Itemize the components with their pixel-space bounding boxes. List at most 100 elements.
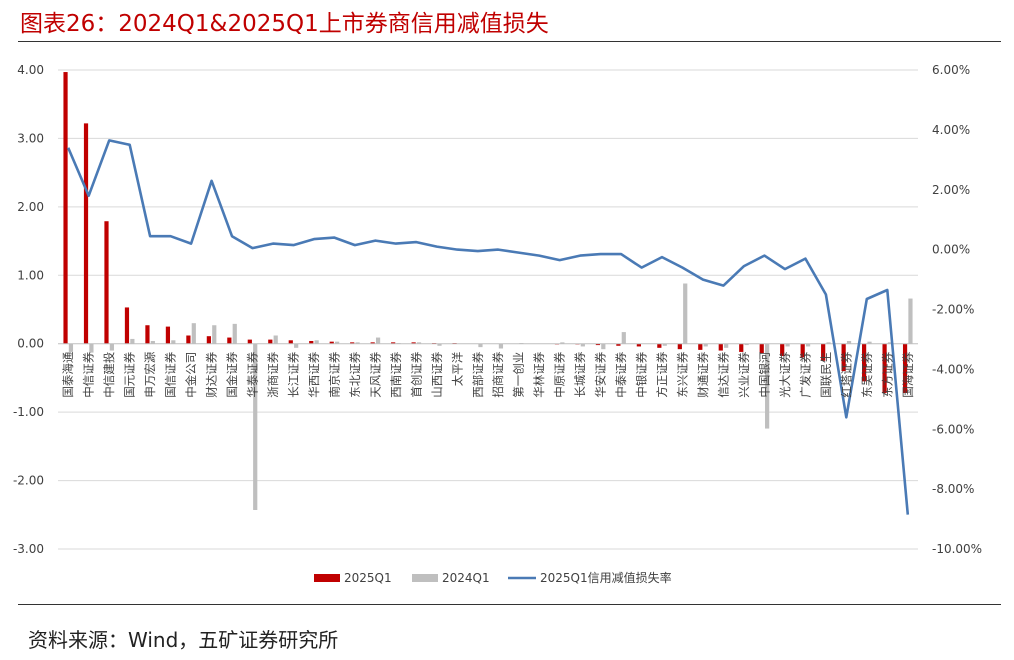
bar-2024q1 (212, 325, 217, 344)
left-tick-label: 1.00 (17, 268, 44, 282)
bar-2025q1 (677, 343, 682, 350)
gridlines (58, 69, 918, 550)
right-tick-label: -8.00% (932, 482, 974, 496)
bar-2024q1 (662, 343, 667, 346)
bar-2025q1 (636, 343, 641, 347)
bar-2025q1 (247, 339, 252, 344)
category-label: 中国银河 (757, 351, 771, 397)
bar-2024q1 (355, 342, 360, 344)
category-label: 西南证券 (389, 351, 403, 397)
category-label: 华西证券 (307, 351, 321, 397)
right-tick-label: 4.00% (932, 123, 970, 137)
category-label: 太平洋 (450, 351, 464, 386)
category-label: 长江证券 (287, 351, 301, 397)
category-label: 国海证券 (901, 351, 915, 397)
legend-swatch-2024q1 (412, 574, 438, 582)
legend-label-2025q1: 2025Q1 (344, 571, 392, 585)
category-label: 西部证券 (471, 351, 485, 397)
left-tick-label: 4.00 (17, 63, 44, 77)
bar-2025q1 (145, 325, 150, 344)
category-label: 东北证券 (348, 351, 362, 397)
bar-2024q1 (908, 298, 913, 344)
loss-rate-series-line (67, 139, 910, 515)
right-tick-label: -10.00% (932, 542, 982, 556)
category-label: 广发证券 (798, 351, 812, 397)
bar-2025q1 (124, 307, 130, 344)
bar-2024q1 (171, 340, 176, 344)
bar-2024q1 (130, 338, 135, 344)
bar-2025q1 (104, 221, 109, 344)
bar-2024q1 (683, 283, 688, 344)
bars-2024q1 (68, 283, 913, 510)
bar-2025q1 (83, 123, 89, 344)
source-note: 资料来源：Wind，五矿证券研究所 (28, 628, 339, 652)
category-label: 东吴证券 (860, 351, 874, 397)
left-tick-label: -2.00 (13, 474, 44, 488)
bar-2024q1 (724, 343, 729, 348)
left-axis: 4.00 3.00 2.00 1.00 0.00 -1.00 -2.00 -3.00 (13, 63, 44, 556)
category-label: 华安证券 (594, 351, 608, 397)
bar-2024q1 (232, 323, 237, 344)
bar-2025q1 (759, 343, 764, 354)
bar-2024q1 (498, 343, 504, 349)
bar-2025q1 (63, 72, 68, 344)
left-tick-label: 3.00 (17, 131, 44, 145)
category-label: 首创证券 (409, 351, 423, 397)
bar-2025q1 (268, 339, 273, 344)
bar-2025q1 (288, 340, 293, 344)
bar-2025q1 (616, 343, 621, 346)
category-label: 中信建投 (102, 351, 116, 397)
category-label: 财通证券 (696, 351, 710, 397)
bar-2024q1 (273, 335, 278, 344)
category-label: 东方证券 (880, 351, 894, 397)
category-label: 申万宏源 (143, 351, 157, 397)
left-tick-label: 2.00 (17, 200, 44, 214)
category-label: 东兴证券 (676, 351, 690, 397)
bar-2025q1 (718, 343, 723, 351)
chart-title: 图表26：2024Q1&2025Q1上市券商信用减值损失 (20, 11, 549, 37)
category-label: 兴业证券 (737, 351, 751, 397)
right-axis: 6.00% 4.00% 2.00% 0.00% -2.00% -4.00% -6.00% -8… (932, 63, 982, 556)
category-label: 南京证券 (327, 351, 341, 397)
bar-2025q1 (370, 342, 375, 344)
category-label: 国金证券 (225, 351, 239, 397)
category-label: 光大证券 (778, 351, 792, 397)
category-label: 中银证券 (635, 351, 649, 397)
category-label: 中泰证券 (614, 351, 628, 397)
legend-swatch-2025q1 (314, 574, 340, 582)
left-tick-label: -3.00 (13, 542, 44, 556)
bar-2024q1 (294, 343, 299, 348)
bar-2024q1 (437, 343, 442, 346)
category-label: 中金公司 (184, 352, 198, 398)
category-label: 国泰海通 (61, 351, 75, 397)
category-label: 华泰证券 (246, 351, 260, 397)
bar-2024q1 (826, 342, 831, 344)
bar-2024q1 (416, 342, 422, 344)
bar-2024q1 (478, 343, 483, 348)
category-label: 信达证券 (717, 351, 731, 397)
bar-2024q1 (253, 343, 258, 510)
title-divider (18, 41, 1001, 42)
bar-2025q1 (657, 343, 662, 348)
bar-2025q1 (800, 343, 805, 358)
bar-2025q1 (595, 343, 601, 346)
right-tick-label: -2.00% (932, 303, 974, 317)
bars-2025q1 (63, 72, 908, 393)
bar-2025q1 (329, 341, 334, 344)
bar-2025q1 (862, 343, 867, 382)
bar-2024q1 (867, 341, 872, 344)
bar-2025q1 (780, 343, 785, 357)
bar-2024q1 (314, 340, 319, 344)
category-label: 中原证券 (553, 351, 567, 397)
right-tick-label: 6.00% (932, 63, 970, 77)
footer-divider (18, 604, 1001, 605)
bar-2025q1 (841, 343, 846, 372)
bar-2024q1 (191, 323, 196, 344)
left-tick-label: -1.00 (13, 405, 44, 419)
bar-2024q1 (744, 343, 749, 346)
bar-2024q1 (601, 343, 606, 350)
bar-2024q1 (785, 343, 790, 347)
bar-2024q1 (150, 340, 155, 344)
category-label: 国信证券 (164, 351, 178, 397)
bar-2024q1 (68, 343, 74, 352)
